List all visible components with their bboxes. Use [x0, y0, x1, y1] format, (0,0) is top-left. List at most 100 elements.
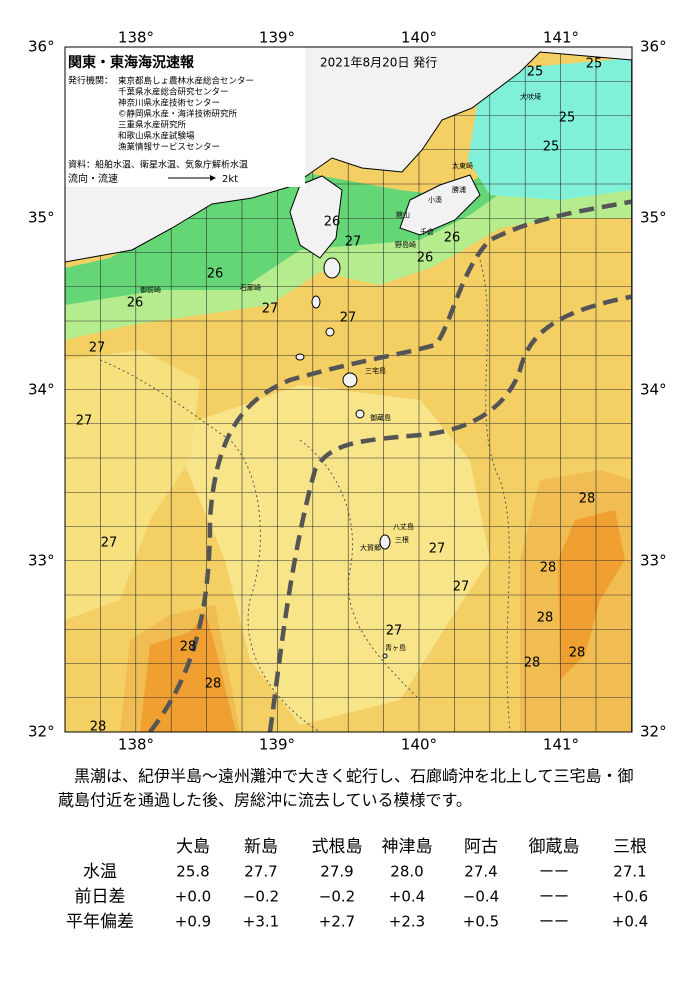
lat-label: 34° — [28, 381, 55, 399]
isotherm-label: 28 — [90, 720, 107, 735]
table-cell: −0.2 — [319, 888, 355, 906]
place-name: 勝浦 — [452, 185, 466, 194]
isotherm-label: 27 — [429, 542, 446, 557]
agency: 漁業情報サービスセンター — [118, 142, 220, 153]
lon-label: 138° — [118, 29, 154, 47]
table-cell: +3.1 — [243, 913, 279, 931]
agencies-label: 発行機関： — [68, 75, 113, 87]
isotherm-label: 25 — [543, 140, 560, 155]
place-name: 三根 — [395, 535, 409, 544]
cold-zone — [468, 58, 632, 200]
table-cell: +0.9 — [175, 913, 211, 931]
lon-label: 141° — [543, 29, 579, 47]
isotherm-label: 26 — [207, 267, 224, 282]
isotherm-label: 28 — [205, 677, 222, 692]
lat-label: 35° — [28, 209, 55, 227]
isotherm-label: 27 — [262, 302, 279, 317]
table-cell: +0.6 — [612, 888, 648, 906]
isotherm-label: 25 — [559, 111, 576, 126]
place-name: 三宅島 — [365, 366, 386, 375]
lat-label: 33° — [28, 552, 55, 570]
table-cell: 27.1 — [613, 863, 646, 881]
kuroshio — [148, 199, 632, 732]
table-cell: +0.4 — [612, 913, 648, 931]
lon-label: 139° — [259, 29, 295, 47]
table-header: 御蔵島 — [529, 837, 580, 857]
table-header: 阿古 — [464, 837, 498, 857]
lon-label: 140° — [401, 736, 437, 754]
info-box — [65, 47, 305, 187]
isotherm-label: 27 — [76, 414, 93, 429]
place-name: 野島崎 — [395, 240, 416, 249]
agency: 東京都島しょ農林水産総合センター — [118, 76, 254, 87]
place-name: 千倉 — [420, 227, 434, 236]
description: 黒潮は、紀伊半島～遠州灘沖で大きく蛇行し、石廊崎沖を北上して三宅島・御 — [58, 767, 634, 786]
source: 資料：船舶水温、衛星水温、気象庁解析水温 — [68, 159, 248, 171]
table-header: 神津島 — [382, 837, 433, 857]
land — [399, 174, 481, 236]
place-name: 八丈島 — [393, 522, 414, 531]
row-label: 前日差 — [75, 887, 126, 907]
isotherm-label: 27 — [345, 235, 362, 250]
table-cell: −0.2 — [243, 888, 279, 906]
table-cell: +2.3 — [389, 913, 425, 931]
table-cell: 27.4 — [464, 863, 497, 881]
lat-label: 32° — [640, 723, 667, 741]
agency: 神奈川県水産技術センター — [118, 98, 220, 109]
agency: 三重県水産研究所 — [118, 120, 187, 131]
isotherm-label: 25 — [586, 57, 603, 72]
table-header: 新島 — [244, 837, 278, 857]
place-name: 御蔵島 — [370, 413, 391, 422]
islands — [295, 257, 391, 659]
place-name: 犬吠埼 — [520, 92, 541, 101]
hot-zone — [140, 612, 236, 732]
table-cell: +0.0 — [175, 888, 211, 906]
date: 2021年8月20日 発行 — [320, 56, 437, 70]
place-name: 太東崎 — [452, 161, 473, 170]
place-name: 小湊 — [428, 195, 442, 204]
isotherm-label: 28 — [579, 492, 596, 507]
title: 関東・東海海況速報 — [68, 54, 195, 71]
lat-label: 36° — [28, 38, 55, 56]
current-label: 流向・流速 — [68, 172, 118, 185]
agency: 和歌山県水産試験場 — [118, 131, 195, 142]
table-header: 式根島 — [312, 837, 363, 857]
isotherm-label: 27 — [340, 311, 357, 326]
table-header: 大島 — [176, 837, 210, 857]
isotherm-label: 26 — [127, 296, 144, 311]
place-name: 石廊崎 — [240, 283, 261, 292]
isotherm-label: 26 — [324, 215, 341, 230]
table-cell: +2.7 — [319, 913, 355, 931]
isotherm-label: 28 — [180, 640, 197, 655]
agency: ©静岡県水産・海洋技術研究所 — [118, 109, 238, 120]
warm-zone — [65, 350, 200, 620]
isotherm-label: 26 — [417, 251, 434, 266]
table-cell: 25.8 — [176, 863, 209, 881]
lon-label: 139° — [259, 736, 295, 754]
table-cell: −0.4 — [463, 888, 499, 906]
lat-label: 33° — [640, 552, 667, 570]
isotherm-label: 27 — [89, 341, 106, 356]
map — [65, 47, 632, 732]
agency: 千葉県水産総合研究センター — [118, 87, 229, 98]
isotherm-label: 27 — [101, 536, 118, 551]
table-cell: ーー — [539, 888, 569, 906]
isotherm-label: 28 — [537, 611, 554, 626]
table-cell: 27.7 — [244, 863, 277, 881]
isotherm-label: 28 — [569, 646, 586, 661]
lat-label: 35° — [640, 209, 667, 227]
isotherm-label: 25 — [527, 65, 544, 80]
row-label: 水温 — [83, 862, 117, 882]
isotherm-label: 27 — [386, 624, 403, 639]
table-cell: ーー — [539, 913, 569, 931]
lon-label: 138° — [118, 736, 154, 754]
table-cell: +0.5 — [463, 913, 499, 931]
table-cell: ーー — [539, 863, 569, 881]
isotherm-label: 27 — [453, 580, 470, 595]
row-label: 平年偏差 — [66, 912, 134, 932]
speed-arrow-head — [210, 175, 216, 181]
lat-label: 32° — [28, 723, 55, 741]
depth-contours — [99, 259, 511, 732]
lon-label: 140° — [401, 29, 437, 47]
